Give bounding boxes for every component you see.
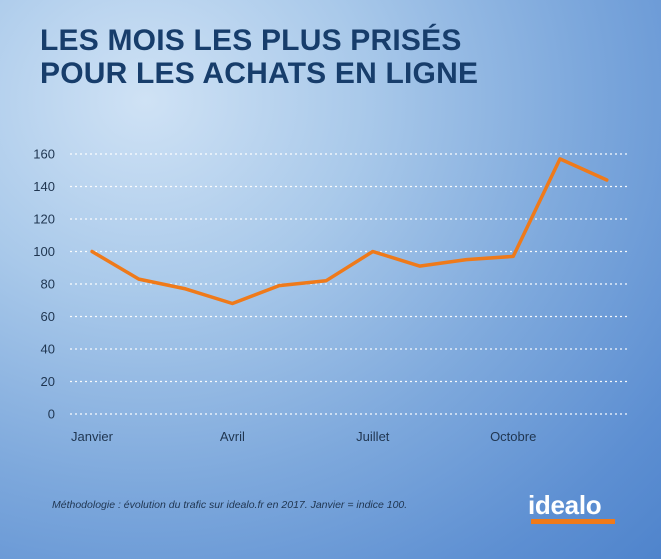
y-tick-label: 100 <box>33 244 55 259</box>
line-chart: 0 20 40 60 80 100 120 140 160 Janvier Avril Juille… <box>33 146 630 444</box>
series-layer <box>90 157 609 306</box>
methodology-footnote: Méthodologie : évolution du trafic sur i… <box>52 499 408 511</box>
grid-lines <box>70 153 630 415</box>
y-tick-label: 160 <box>33 147 55 162</box>
series-line-0 <box>90 157 609 306</box>
y-tick-label: 60 <box>41 309 55 324</box>
chart-title-line-2: POUR LES ACHATS EN LIGNE <box>40 57 479 90</box>
y-axis-ticks: 0 20 40 60 80 100 120 140 160 <box>33 147 55 422</box>
y-tick-label: 80 <box>41 277 55 292</box>
x-tick-label: Juillet <box>356 429 390 444</box>
chart-title-line-1: LES MOIS LES PLUS PRISÉS <box>40 24 462 57</box>
chart-title: LES MOIS LES PLUS PRISÉS POUR LES ACHATS… <box>40 24 478 90</box>
y-tick-label: 40 <box>41 342 55 357</box>
y-tick-label: 140 <box>33 179 55 194</box>
idealo-logo: idealo <box>528 490 602 520</box>
y-tick-label: 0 <box>48 407 55 422</box>
x-tick-label: Avril <box>220 429 245 444</box>
y-tick-label: 120 <box>33 212 55 227</box>
x-axis-ticks: Janvier Avril Juillet Octobre <box>71 429 536 444</box>
logo-underline-bar <box>531 519 615 524</box>
y-tick-label: 20 <box>41 374 55 389</box>
x-tick-label: Janvier <box>71 429 114 444</box>
x-tick-label: Octobre <box>490 429 536 444</box>
